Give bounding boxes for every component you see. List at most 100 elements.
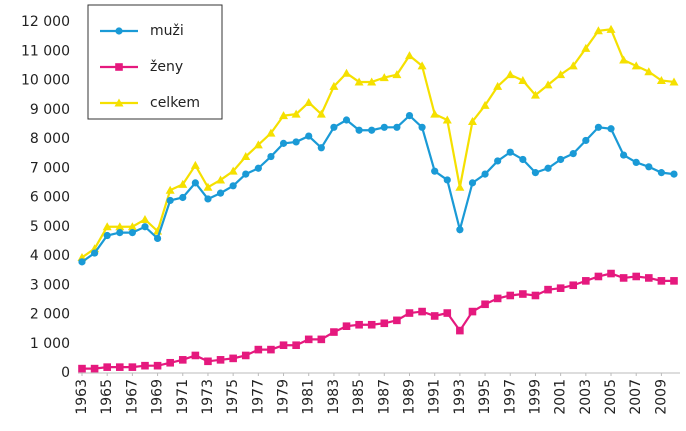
marker xyxy=(166,358,174,367)
legend-label: muži xyxy=(150,23,184,39)
x-tick-label: 1967 xyxy=(124,379,140,415)
x-tick-label: 1991 xyxy=(427,379,443,415)
marker xyxy=(456,226,464,234)
legend-marker xyxy=(114,98,124,107)
marker xyxy=(431,167,439,175)
marker xyxy=(645,163,653,171)
y-tick-label: 10 000 xyxy=(21,73,70,89)
marker xyxy=(241,152,251,161)
marker xyxy=(379,73,389,82)
x-tick-label: 1995 xyxy=(477,379,493,415)
y-tick-label: 4 000 xyxy=(30,248,70,264)
x-tick-label: 2009 xyxy=(653,379,669,415)
marker xyxy=(392,70,402,79)
marker xyxy=(292,341,300,350)
x-tick-label: 1975 xyxy=(225,379,241,415)
marker xyxy=(632,272,641,281)
x-tick-label: 1979 xyxy=(276,379,292,415)
marker xyxy=(367,77,377,86)
marker xyxy=(380,319,389,328)
marker xyxy=(607,269,615,278)
marker xyxy=(480,100,490,109)
marker xyxy=(582,136,590,145)
marker xyxy=(557,155,565,164)
marker xyxy=(519,290,527,298)
y-tick-label: 3 000 xyxy=(30,277,70,293)
marker xyxy=(556,284,565,292)
marker xyxy=(645,274,653,282)
legend-marker xyxy=(115,27,123,35)
marker xyxy=(317,144,325,152)
marker xyxy=(90,364,99,373)
marker xyxy=(153,361,162,370)
marker xyxy=(443,176,451,184)
marker xyxy=(620,151,628,159)
marker xyxy=(204,195,212,203)
marker xyxy=(267,345,275,354)
marker xyxy=(493,81,503,90)
marker xyxy=(229,354,237,363)
marker xyxy=(380,123,388,131)
y-tick-label: 11 000 xyxy=(21,43,70,59)
y-tick-label: 9 000 xyxy=(30,102,70,118)
marker xyxy=(456,326,464,335)
marker xyxy=(519,155,527,164)
marker xyxy=(355,320,363,329)
marker xyxy=(481,170,489,178)
marker xyxy=(530,90,540,99)
marker xyxy=(430,109,440,118)
x-tick-label: 1987 xyxy=(376,379,392,415)
marker xyxy=(330,123,338,131)
marker xyxy=(544,164,552,172)
marker xyxy=(593,26,603,35)
marker xyxy=(190,160,200,169)
marker xyxy=(342,116,351,124)
marker xyxy=(253,140,263,149)
marker xyxy=(518,76,528,84)
legend-box xyxy=(87,4,223,120)
marker xyxy=(569,150,577,158)
marker xyxy=(165,185,175,194)
marker xyxy=(316,109,326,118)
marker xyxy=(228,166,238,175)
marker xyxy=(631,61,641,70)
marker xyxy=(216,189,225,197)
marker xyxy=(506,148,514,156)
marker xyxy=(329,81,339,90)
marker xyxy=(393,123,401,131)
marker xyxy=(405,309,414,317)
marker xyxy=(481,300,489,309)
marker xyxy=(467,116,477,125)
marker xyxy=(418,307,426,316)
marker xyxy=(279,139,288,147)
legend-label: celkem xyxy=(150,95,200,111)
marker xyxy=(368,126,376,134)
marker xyxy=(317,335,326,344)
marker xyxy=(531,291,540,300)
marker xyxy=(178,179,188,188)
marker xyxy=(594,123,603,131)
marker xyxy=(493,294,502,303)
marker xyxy=(468,307,477,316)
marker xyxy=(254,164,262,172)
marker xyxy=(670,277,678,285)
y-tick-label: 1 000 xyxy=(30,336,70,352)
marker xyxy=(305,132,313,140)
marker xyxy=(203,182,213,191)
marker xyxy=(582,277,590,285)
marker xyxy=(607,125,615,133)
marker xyxy=(468,179,477,187)
marker xyxy=(279,341,288,350)
y-tick-label: 6 000 xyxy=(30,190,70,206)
marker xyxy=(506,291,515,300)
x-tick-label: 2003 xyxy=(578,379,594,415)
marker xyxy=(568,61,578,70)
marker xyxy=(304,97,314,106)
x-tick-label: 2001 xyxy=(553,379,569,415)
x-tick-label: 1993 xyxy=(452,379,468,415)
marker xyxy=(405,112,414,120)
marker xyxy=(191,351,200,360)
y-tick-label: 8 000 xyxy=(30,131,70,147)
marker xyxy=(581,43,591,52)
marker xyxy=(103,231,111,240)
